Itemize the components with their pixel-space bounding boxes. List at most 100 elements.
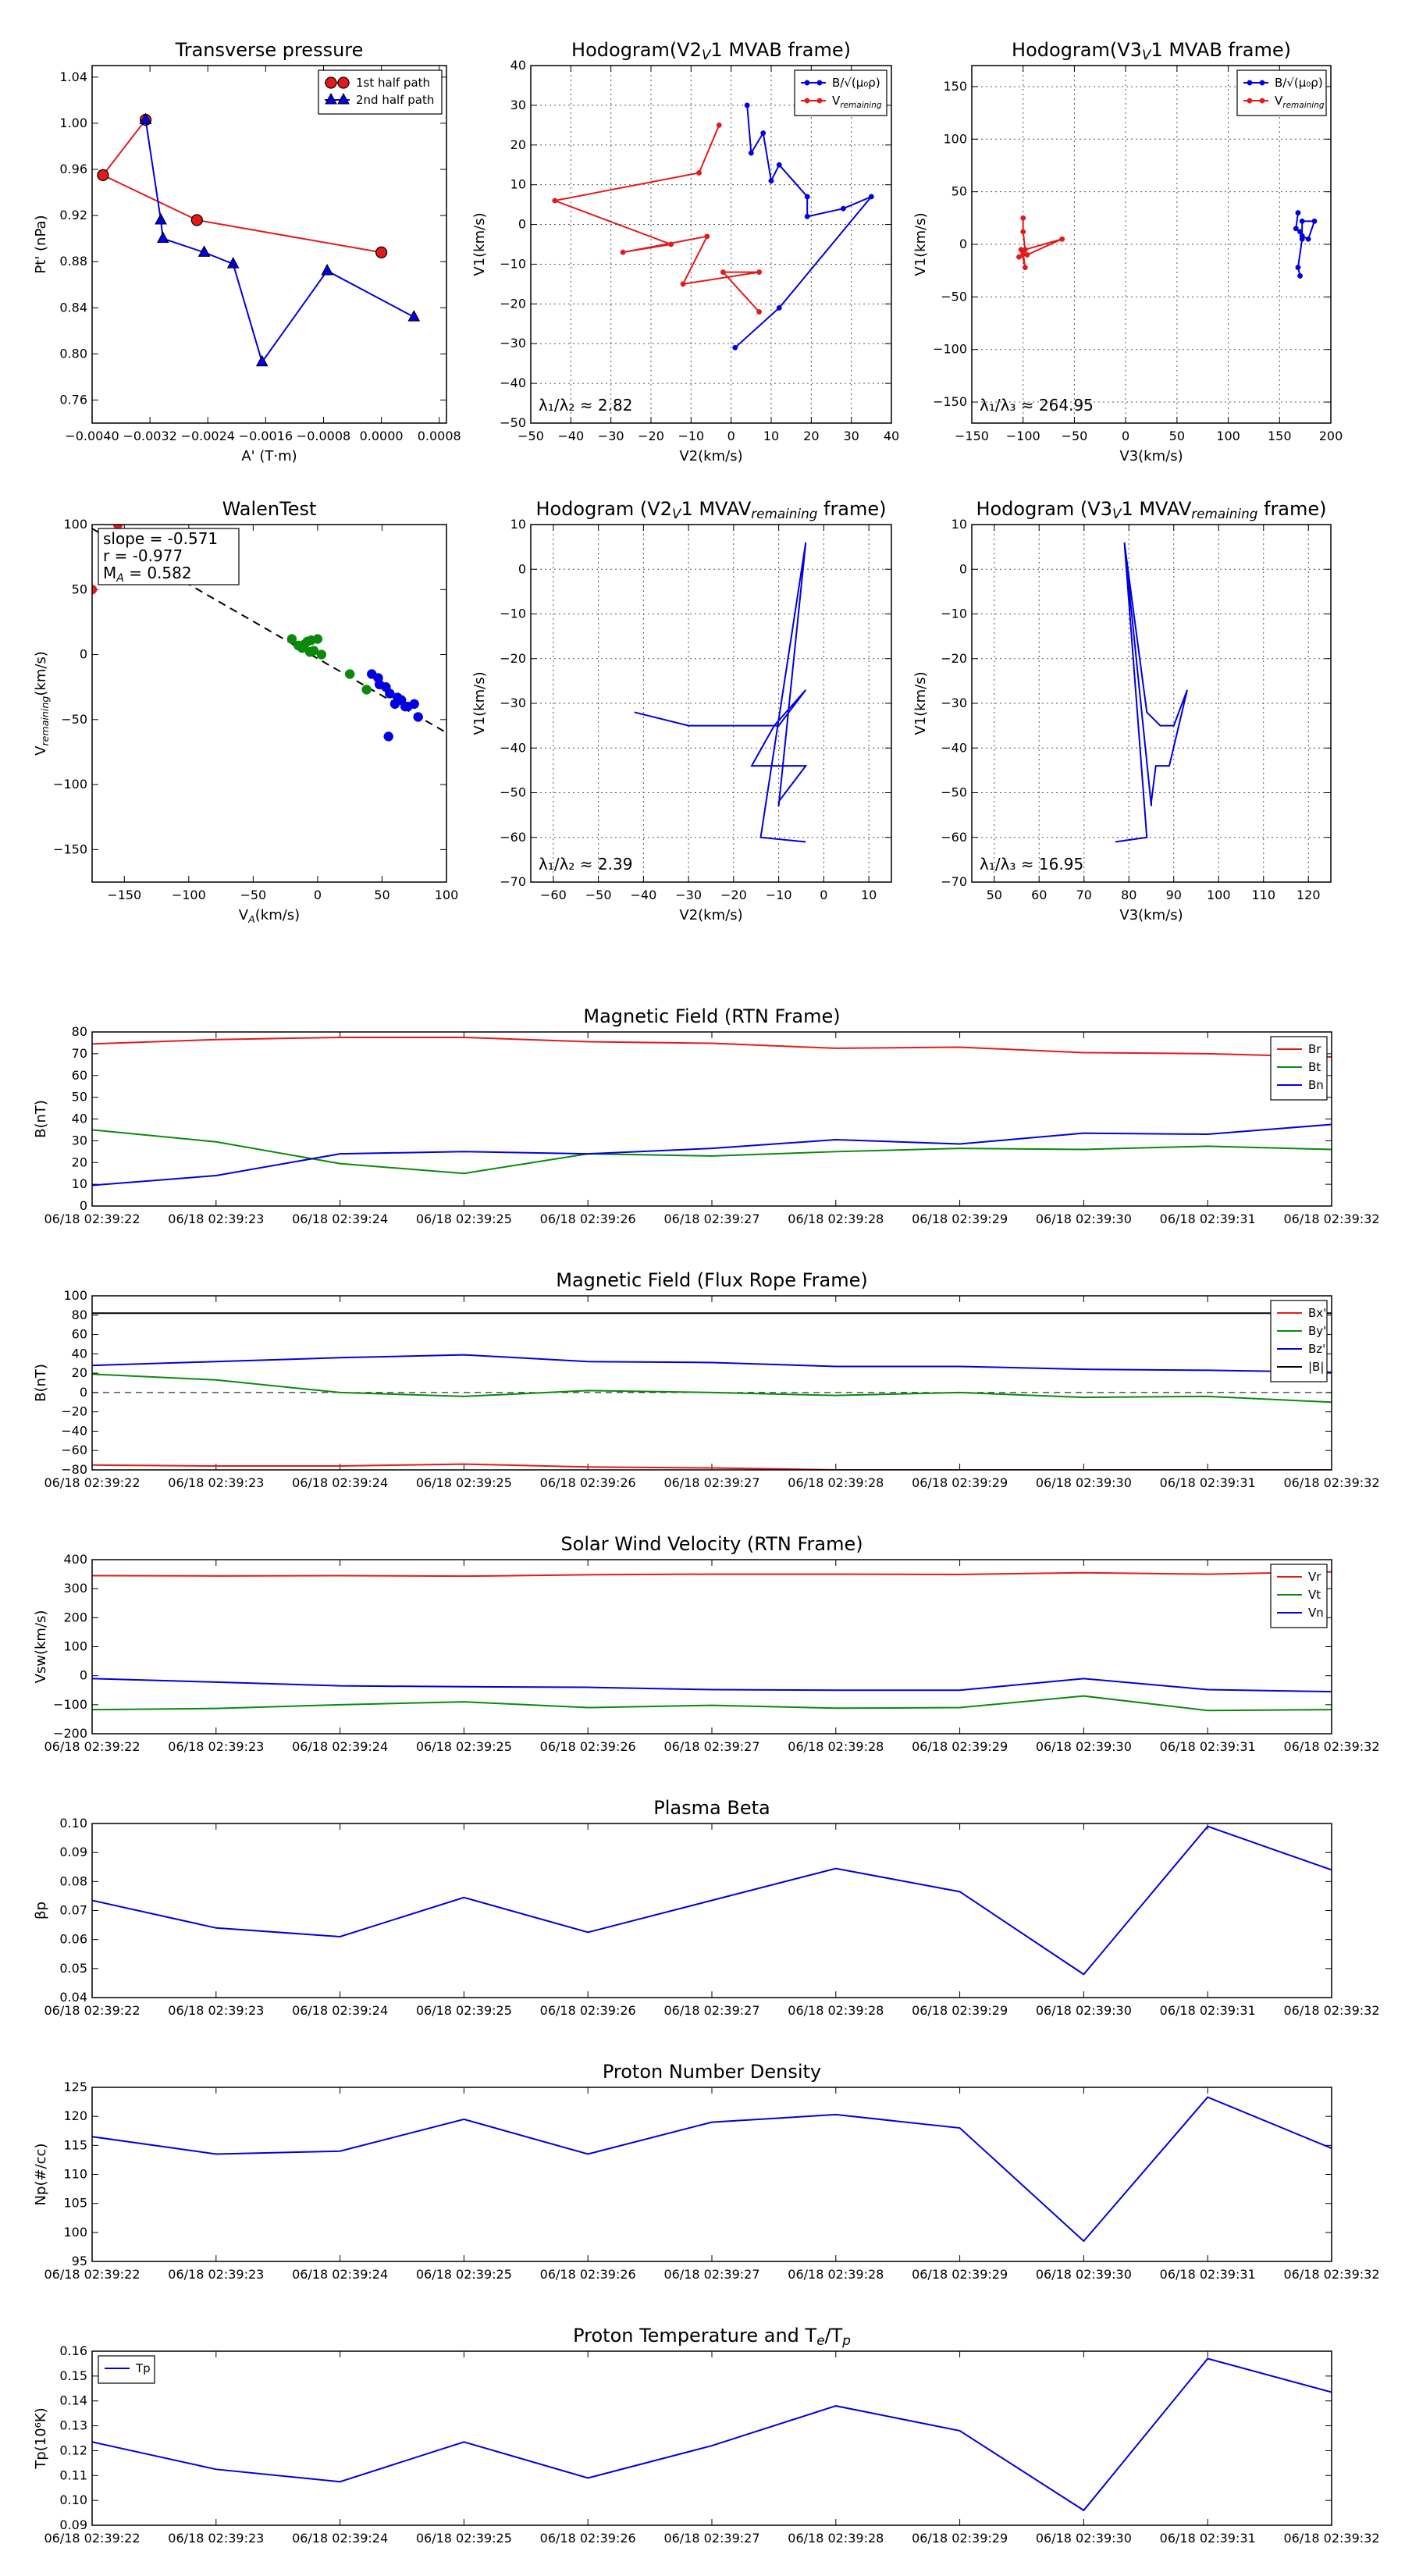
- x-tick-label: −20: [720, 888, 747, 902]
- y-tick-label: 80: [72, 1308, 87, 1322]
- legend: Br Bt Bn: [1270, 1036, 1328, 1101]
- data-point: [744, 102, 750, 109]
- y-tick-label: 10: [72, 1176, 87, 1191]
- x-tick-label: 06/18 02:39:25: [416, 2531, 512, 2546]
- x-tick-label: 100: [1207, 888, 1231, 902]
- x-tick-label: 06/18 02:39:32: [1283, 1212, 1379, 1226]
- y-tick-label: 70: [72, 1046, 87, 1061]
- x-tick-label: 06/18 02:39:31: [1160, 1212, 1256, 1226]
- x-tick-label: 0: [820, 888, 827, 902]
- x-tick-label: 06/18 02:39:22: [44, 2267, 140, 2282]
- legend-label: Vremaining: [1275, 94, 1325, 110]
- y-axis-label: V1(km/s): [471, 212, 488, 276]
- x-tick-label: −0.0040: [65, 429, 119, 443]
- data-point: [226, 257, 240, 269]
- legend-marker: [816, 80, 823, 86]
- data-point: [696, 169, 702, 176]
- y-tick-label: 0.08: [59, 1873, 87, 1888]
- data-point: [756, 309, 763, 315]
- x-tick-label: 06/18 02:39:23: [168, 2531, 264, 2546]
- y-tick-label: 0.88: [59, 254, 87, 269]
- series-line-Tp: [92, 2357, 1332, 2512]
- data-point: [321, 263, 333, 276]
- legend-marker: [1259, 98, 1265, 104]
- x-tick-label: 06/18 02:39:22: [44, 1739, 140, 1754]
- data-point: [804, 194, 810, 200]
- y-tick-label: 0.14: [59, 2393, 87, 2408]
- data-point: [868, 194, 874, 200]
- data-point: [1020, 229, 1026, 235]
- stats-line: slope = -0.571: [103, 529, 218, 548]
- series-line-1st half path: [101, 119, 382, 254]
- legend-label: By': [1308, 1324, 1326, 1338]
- x-tick-label: 06/18 02:39:30: [1036, 1212, 1132, 1226]
- chart-title: Hodogram (V3V1 MVAVremaining frame): [976, 498, 1326, 521]
- data-point: [760, 130, 767, 136]
- legend-box: [318, 69, 443, 115]
- data-point: [383, 731, 393, 742]
- data-point: [385, 688, 395, 699]
- y-tick-label: 10: [951, 517, 967, 532]
- legend-marker: [1247, 98, 1253, 104]
- x-tick-label: 06/18 02:39:32: [1283, 2531, 1379, 2546]
- y-tick-label: −100: [933, 342, 967, 357]
- y-tick-label: 95: [72, 2254, 87, 2268]
- y-tick-label: 110: [63, 2167, 87, 2182]
- x-tick-label: 06/18 02:39:24: [292, 2531, 388, 2546]
- x-tick-label: 06/18 02:39:26: [540, 2003, 636, 2018]
- x-tick-label: 06/18 02:39:32: [1283, 2267, 1379, 2282]
- legend: Bx' By' Bz' |B|: [1270, 1300, 1328, 1382]
- series-line-2nd half path: [144, 119, 414, 364]
- y-tick-label: 0: [80, 1385, 87, 1400]
- chart-hodogram-v3-v1-mvab: Hodogram(V3V1 MVAB frame) −150 −100 −50 0 50 1…: [912, 39, 1343, 464]
- plot-frame: [971, 524, 1332, 883]
- data-point: [768, 178, 774, 184]
- legend-label: Vt: [1308, 1588, 1321, 1602]
- data-point: [1311, 218, 1318, 224]
- y-tick-label: 0.05: [59, 1961, 87, 1976]
- plot-frame: [91, 1031, 1332, 1207]
- y-tick-label: 0: [959, 561, 967, 576]
- legend-box: [1270, 1300, 1328, 1382]
- y-tick-label: 0.80: [59, 346, 87, 361]
- data-point: [407, 310, 421, 322]
- plot-area: [92, 1571, 1332, 1712]
- legend-label: 2nd half path: [356, 93, 434, 107]
- y-tick-label: 100: [943, 131, 967, 146]
- chart-title: Hodogram (V2V1 MVAVremaining frame): [535, 498, 886, 521]
- x-tick-label: −150: [955, 429, 989, 443]
- x-tick-label: 06/18 02:39:27: [663, 1739, 759, 1754]
- x-axis-label: V3(km/s): [1119, 907, 1183, 923]
- data-point: [97, 169, 109, 181]
- legend-label: B/√(μ₀ρ): [1275, 76, 1323, 90]
- plot-area: [1115, 542, 1188, 843]
- legend-label: B/√(μ₀ρ): [832, 76, 880, 90]
- y-tick-label: 0.09: [59, 1845, 87, 1859]
- data-point: [304, 646, 315, 657]
- y-tick-label: −20: [941, 651, 967, 666]
- x-tick-label: −30: [598, 429, 624, 443]
- plot-frame: [91, 2087, 1332, 2262]
- data-point: [668, 241, 674, 247]
- annotation: λ₁/λ₃ ≈ 264.95: [980, 396, 1094, 415]
- x-tick-label: 0: [1122, 429, 1129, 443]
- legend-box: [1236, 69, 1327, 116]
- x-tick-label: 0.0008: [418, 429, 461, 443]
- y-axis-label: V1(km/s): [912, 671, 929, 735]
- chart-title: Magnetic Field (RTN Frame): [583, 1005, 840, 1027]
- plot-frame: [91, 524, 447, 883]
- x-tick-label: 06/18 02:39:30: [1036, 2003, 1132, 2018]
- data-point: [1059, 236, 1065, 242]
- y-tick-label: 0: [518, 217, 526, 232]
- y-tick-label: 0: [518, 561, 526, 576]
- chart-magnetic-field-rtn: Magnetic Field (RTN Frame) 06/18 02:39:22…: [33, 1005, 1380, 1226]
- x-tick-label: 06/18 02:39:29: [912, 2267, 1008, 2282]
- data-point: [1305, 236, 1311, 242]
- y-tick-label: −30: [500, 336, 526, 350]
- data-point: [190, 214, 203, 226]
- chart-solar-wind-velocity: Solar Wind Velocity (RTN Frame) 06/18 02:…: [33, 1533, 1380, 1754]
- stats-line: MA = 0.582: [103, 564, 192, 585]
- legend-marker: [816, 98, 823, 104]
- x-tick-label: 06/18 02:39:27: [663, 2531, 759, 2546]
- data-point: [361, 685, 372, 695]
